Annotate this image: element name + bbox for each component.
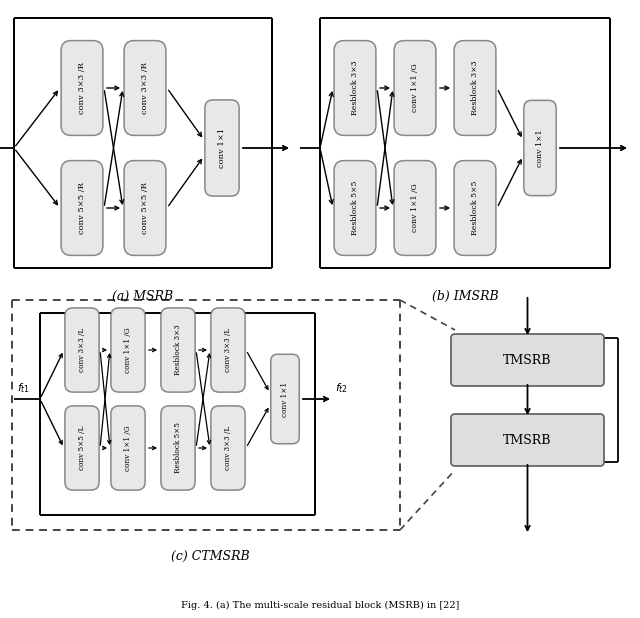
Text: Fig. 4. (a) The multi-scale residual block (MSRB) in [22]: Fig. 4. (a) The multi-scale residual blo… <box>181 601 459 610</box>
FancyBboxPatch shape <box>111 308 145 392</box>
FancyBboxPatch shape <box>454 161 496 255</box>
FancyBboxPatch shape <box>205 100 239 196</box>
Text: (a) MSRB: (a) MSRB <box>113 290 173 303</box>
Text: Resblock 5×5: Resblock 5×5 <box>174 423 182 473</box>
Text: Resblock 3×3: Resblock 3×3 <box>471 61 479 116</box>
FancyBboxPatch shape <box>394 41 436 135</box>
Text: conv 1×1 /G: conv 1×1 /G <box>124 425 132 471</box>
FancyBboxPatch shape <box>111 406 145 490</box>
Text: conv 1×1: conv 1×1 <box>536 129 544 167</box>
Text: $f_{t1}$: $f_{t1}$ <box>17 381 30 395</box>
FancyBboxPatch shape <box>394 161 436 255</box>
Text: Resblock 5×5: Resblock 5×5 <box>471 181 479 235</box>
Text: Resblock 3×3: Resblock 3×3 <box>174 324 182 375</box>
FancyBboxPatch shape <box>61 41 103 135</box>
Text: TMSRB: TMSRB <box>503 433 552 446</box>
FancyBboxPatch shape <box>211 406 245 490</box>
Text: conv 5×5 /L: conv 5×5 /L <box>78 426 86 470</box>
Text: conv 3×3 /R: conv 3×3 /R <box>78 62 86 114</box>
Text: conv 1×1 /G: conv 1×1 /G <box>124 327 132 373</box>
Text: conv 3×3 /L: conv 3×3 /L <box>224 328 232 372</box>
FancyBboxPatch shape <box>211 308 245 392</box>
FancyBboxPatch shape <box>124 161 166 255</box>
Text: conv 5×5 /R: conv 5×5 /R <box>78 182 86 234</box>
Text: conv 3×3 /R: conv 3×3 /R <box>141 62 149 114</box>
Text: conv 3×3 /L: conv 3×3 /L <box>78 328 86 372</box>
FancyBboxPatch shape <box>65 308 99 392</box>
Text: conv 1×1: conv 1×1 <box>281 381 289 417</box>
FancyBboxPatch shape <box>61 161 103 255</box>
FancyBboxPatch shape <box>271 354 300 444</box>
Text: Resblock 3×3: Resblock 3×3 <box>351 61 359 116</box>
Text: (b) IMSRB: (b) IMSRB <box>432 290 499 303</box>
Text: (c) CTMSRB: (c) CTMSRB <box>171 550 250 563</box>
FancyBboxPatch shape <box>454 41 496 135</box>
Text: conv 3×3 /L: conv 3×3 /L <box>224 426 232 470</box>
Text: Resblock 5×5: Resblock 5×5 <box>351 181 359 235</box>
Text: conv 1×1 /G: conv 1×1 /G <box>411 64 419 112</box>
Text: $f_{t2}$: $f_{t2}$ <box>335 381 348 395</box>
Text: TMSRB: TMSRB <box>503 353 552 366</box>
Text: conv 1×1: conv 1×1 <box>218 128 226 168</box>
FancyBboxPatch shape <box>334 161 376 255</box>
FancyBboxPatch shape <box>161 406 195 490</box>
FancyBboxPatch shape <box>161 308 195 392</box>
FancyBboxPatch shape <box>451 334 604 386</box>
FancyBboxPatch shape <box>65 406 99 490</box>
FancyBboxPatch shape <box>124 41 166 135</box>
Text: conv 1×1 /G: conv 1×1 /G <box>411 184 419 232</box>
FancyBboxPatch shape <box>334 41 376 135</box>
FancyBboxPatch shape <box>451 414 604 466</box>
FancyBboxPatch shape <box>524 100 556 196</box>
Text: conv 5×5 /R: conv 5×5 /R <box>141 182 149 234</box>
